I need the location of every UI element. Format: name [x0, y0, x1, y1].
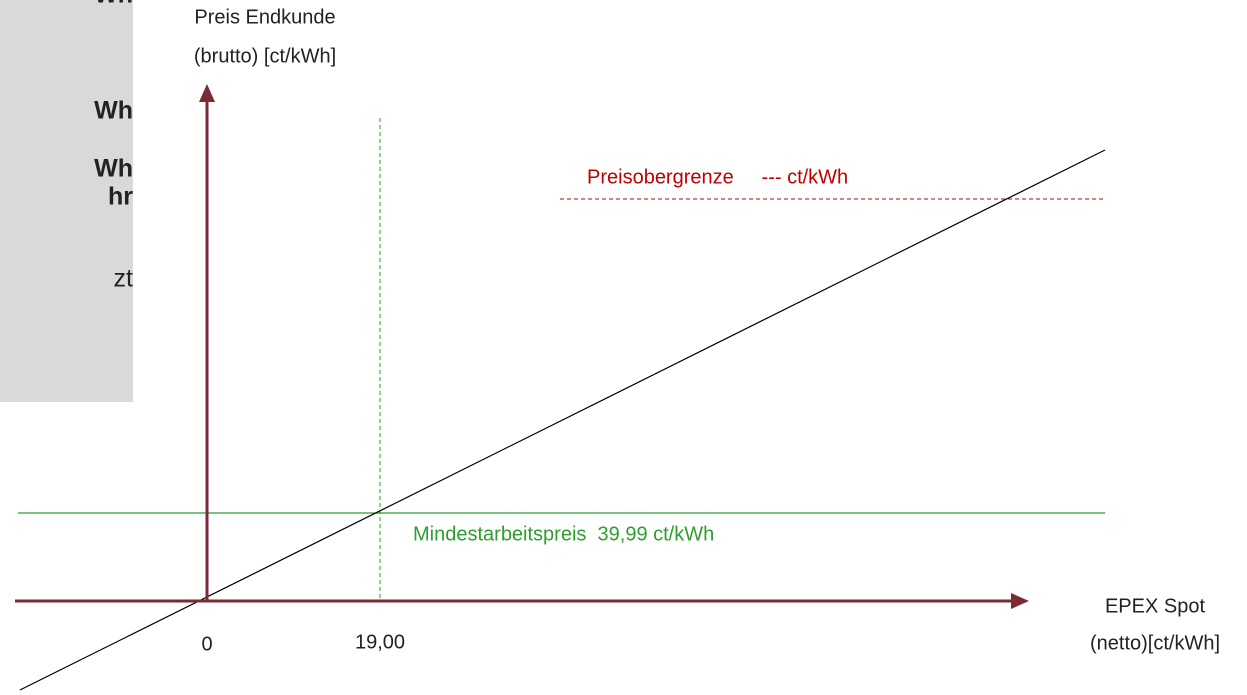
side-panel: [0, 0, 133, 402]
panel-fragment: zt: [114, 265, 134, 293]
panel-fragment: Wh: [94, 155, 133, 183]
price-line: [19, 149, 1106, 691]
panel-fragment: Wh: [94, 97, 133, 125]
x-tick-label: 0: [201, 633, 212, 655]
y-axis-arrow: [199, 84, 215, 102]
panel-fragment: hr: [108, 183, 133, 211]
x-axis-label: EPEX Spot: [1105, 595, 1206, 617]
y-axis-label: Preis Endkunde: [194, 6, 335, 28]
x-tick-label: 19,00: [355, 631, 405, 653]
minimum-price-label: Mindestarbeitspreis 39,99 ct/kWh: [413, 523, 714, 545]
price-cap-label: Preisobergrenze --- ct/kWh: [587, 166, 848, 188]
panel-fragment: Wh: [94, 0, 133, 9]
x-axis-arrow: [1011, 593, 1029, 609]
y-axis-label: (brutto) [ct/kWh]: [194, 45, 336, 67]
x-axis-label: (netto)[ct/kWh]: [1090, 632, 1220, 654]
